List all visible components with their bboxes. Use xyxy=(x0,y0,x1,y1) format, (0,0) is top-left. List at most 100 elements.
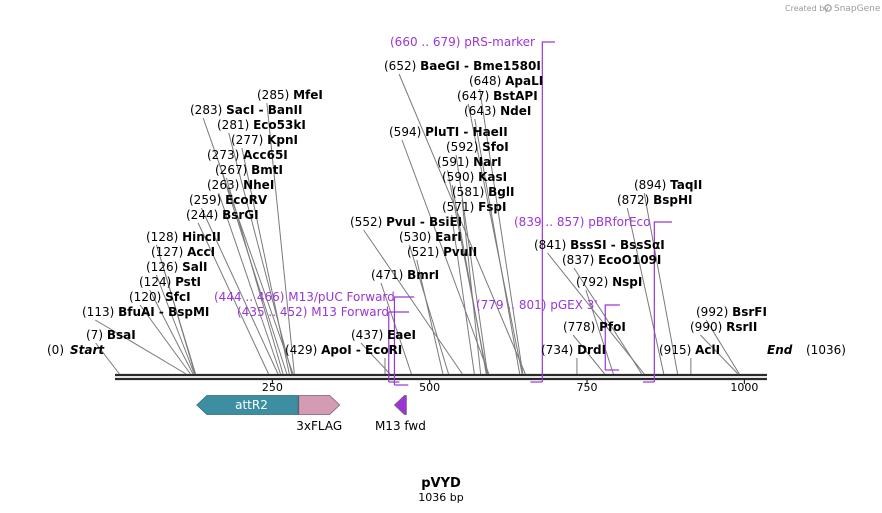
site-name: ApaLI xyxy=(505,74,543,88)
restriction-site[interactable]: (277) KpnI xyxy=(231,133,298,147)
site-name: BsaI xyxy=(107,328,136,342)
site-name: BsrFI xyxy=(732,305,767,319)
site-position: (285) xyxy=(257,88,293,102)
restriction-site[interactable]: (778) PfoI xyxy=(563,320,626,334)
site-position: (437) xyxy=(351,328,387,342)
restriction-site[interactable]: (263) NheI xyxy=(207,178,274,192)
site-position: (581) xyxy=(452,185,488,199)
restriction-site[interactable]: (521) PvuII xyxy=(407,245,477,259)
primer-name: M13/pUC Forward xyxy=(288,290,395,304)
site-name: EaeI xyxy=(387,328,416,342)
restriction-site[interactable]: (281) Eco53kI xyxy=(217,118,306,132)
start-position: (0) xyxy=(47,343,64,357)
primer[interactable]: (435 .. 452) M13 Forward xyxy=(237,305,389,319)
restriction-site[interactable]: (643) NdeI xyxy=(464,104,531,118)
restriction-site[interactable]: (734) DrdI xyxy=(541,343,606,357)
primer-leader xyxy=(604,304,620,370)
end-label: End xyxy=(767,343,793,357)
restriction-site[interactable]: (283) SacI - BanII xyxy=(190,103,302,117)
site-position: (872) xyxy=(617,193,653,207)
site-position: (283) xyxy=(190,103,226,117)
restriction-site[interactable]: (429) ApoI - EcoRI xyxy=(285,343,402,357)
restriction-site[interactable]: (837) EcoO109I xyxy=(562,253,661,267)
restriction-site[interactable]: (267) BmtI xyxy=(215,163,283,177)
restriction-site[interactable]: (841) BssSI - BssSαI xyxy=(534,238,665,252)
restriction-site[interactable]: (592) SfoI xyxy=(446,140,509,154)
restriction-site[interactable]: (792) NspI xyxy=(576,275,642,289)
site-position: (592) xyxy=(446,140,482,154)
restriction-site[interactable]: (113) BfuAI - BspMI xyxy=(82,305,209,319)
primer-range: (435 .. 452) xyxy=(237,305,311,319)
feature-arrow-m13-fwd[interactable] xyxy=(393,395,407,415)
site-position: (792) xyxy=(576,275,612,289)
restriction-site[interactable]: (990) RsrII xyxy=(690,320,757,334)
site-leader xyxy=(197,222,270,375)
primer[interactable]: (660 .. 679) pRS-marker xyxy=(390,35,535,49)
restriction-site[interactable]: (120) SfcI xyxy=(129,290,191,304)
primer-name: M13 Forward xyxy=(311,305,389,319)
site-leader xyxy=(228,132,293,375)
restriction-site[interactable]: (571) FspI xyxy=(442,200,507,214)
site-name: SalI xyxy=(182,260,207,274)
snapgene-logo-icon xyxy=(824,4,832,12)
feature-arrow-3xflag[interactable] xyxy=(298,395,341,415)
site-leader xyxy=(200,207,279,375)
restriction-site[interactable]: (590) KasI xyxy=(442,170,507,184)
site-position: (7) xyxy=(86,328,107,342)
site-labels: (7) BsaI(113) BfuAI - BspMI(120) SfcI(12… xyxy=(82,35,767,357)
restriction-site[interactable]: (437) EaeI xyxy=(351,328,416,342)
site-position: (734) xyxy=(541,343,577,357)
site-position: (429) xyxy=(285,343,321,357)
primer[interactable]: (779 .. 801) pGEX 3' xyxy=(476,298,598,312)
primer[interactable]: (839 .. 857) pBRforEco xyxy=(514,215,650,229)
site-leader xyxy=(585,289,614,375)
restriction-site[interactable]: (915) AclI xyxy=(659,343,720,357)
site-name: PstI xyxy=(175,275,201,289)
restriction-site[interactable]: (244) BsrGI xyxy=(186,208,259,222)
site-name: PluTI - HaeII xyxy=(425,125,508,139)
primer-leader xyxy=(541,41,555,382)
end-position: (1036) xyxy=(806,343,846,357)
site-position: (915) xyxy=(659,343,695,357)
restriction-site[interactable]: (7) BsaI xyxy=(86,328,136,342)
restriction-site[interactable]: (273) Acc65I xyxy=(207,148,288,162)
site-position: (127) xyxy=(151,245,187,259)
plasmid-size: 1036 bp xyxy=(418,491,463,504)
restriction-site[interactable]: (992) BsrFI xyxy=(696,305,767,319)
restriction-site[interactable]: (285) MfeI xyxy=(257,88,323,102)
ruler-tick-label: 750 xyxy=(577,381,598,394)
site-leader xyxy=(700,334,739,375)
site-leader xyxy=(401,139,490,375)
site-position: (281) xyxy=(217,118,253,132)
restriction-site[interactable]: (591) NarI xyxy=(437,155,502,169)
restriction-site[interactable]: (126) SalI xyxy=(146,260,207,274)
restriction-site[interactable]: (652) BaeGI - Bme1580I xyxy=(384,59,541,73)
restriction-site[interactable]: (127) AccI xyxy=(151,245,215,259)
restriction-site[interactable]: (581) BglI xyxy=(452,185,514,199)
site-leader xyxy=(266,102,295,375)
restriction-site[interactable]: (530) EarI xyxy=(399,230,462,244)
feature-arrow-attr2[interactable] xyxy=(196,395,299,415)
restriction-site[interactable]: (259) EcoRV xyxy=(189,193,268,207)
restriction-site[interactable]: (594) PluTI - HaeII xyxy=(389,125,508,139)
restriction-site[interactable]: (124) PstI xyxy=(139,275,201,289)
ruler-ticks: 250 500 750 1000 xyxy=(262,380,758,394)
restriction-site[interactable]: (552) PvuI - BsiEI xyxy=(350,215,462,229)
primer[interactable]: (444 .. 466) M13/pUC Forward xyxy=(214,290,395,304)
site-position: (273) xyxy=(207,148,243,162)
restriction-site[interactable]: (471) BmrI xyxy=(371,268,439,282)
restriction-site[interactable]: (648) ApaLI xyxy=(469,74,543,88)
site-leader xyxy=(363,229,463,375)
site-leader xyxy=(467,103,523,375)
restriction-site[interactable]: (894) TaqII xyxy=(634,178,702,192)
restriction-site[interactable]: (128) HincII xyxy=(146,230,221,244)
site-position: (259) xyxy=(189,193,225,207)
primer-leader xyxy=(388,311,409,382)
site-position: (126) xyxy=(146,260,182,274)
site-position: (894) xyxy=(634,178,670,192)
restriction-site[interactable]: (872) BspHI xyxy=(617,193,692,207)
site-leader xyxy=(155,244,197,375)
site-position: (113) xyxy=(82,305,118,319)
restriction-site[interactable]: (647) BstAPI xyxy=(457,89,538,103)
